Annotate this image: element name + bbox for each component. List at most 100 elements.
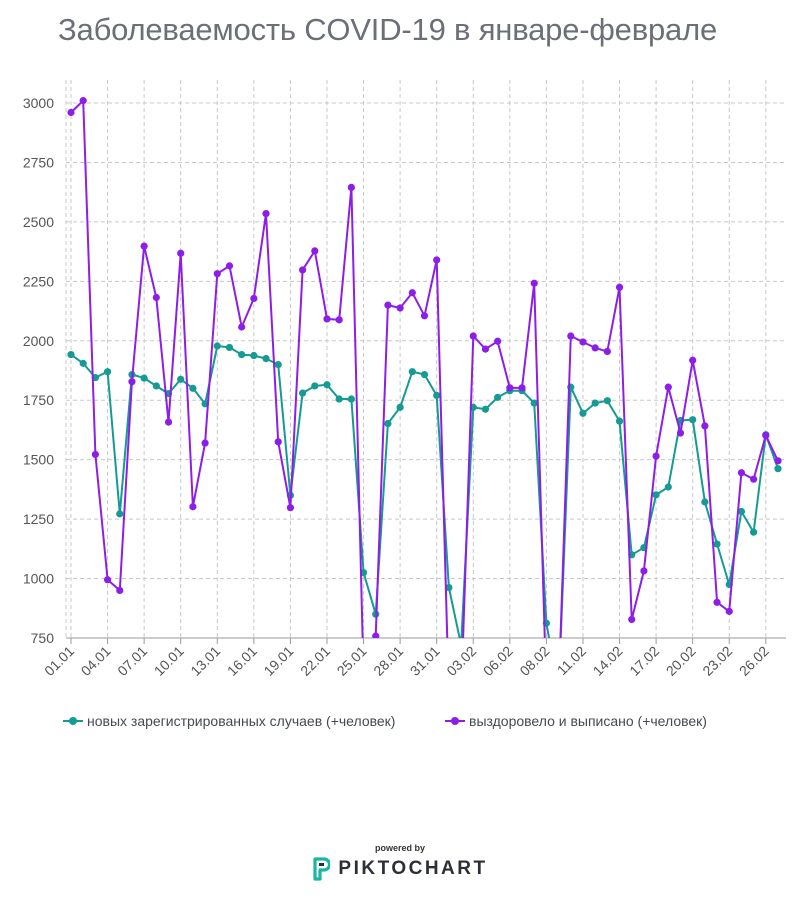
data-point[interactable] [201, 439, 209, 447]
data-point[interactable] [664, 383, 672, 391]
data-point[interactable] [689, 356, 697, 364]
data-point[interactable] [335, 395, 343, 403]
data-point[interactable] [567, 332, 575, 340]
data-point[interactable] [530, 399, 538, 407]
data-point[interactable] [213, 342, 221, 350]
piktochart-brand[interactable]: PIKTOCHART [0, 857, 800, 881]
data-point[interactable] [140, 242, 148, 250]
data-point[interactable] [140, 374, 148, 382]
data-point[interactable] [615, 283, 624, 291]
data-point[interactable] [774, 457, 782, 465]
data-point[interactable] [701, 422, 709, 430]
data-point[interactable] [737, 469, 746, 477]
data-point[interactable] [225, 262, 234, 270]
data-point[interactable] [213, 270, 221, 278]
data-point[interactable] [67, 350, 75, 359]
data-point[interactable] [189, 503, 197, 511]
data-point[interactable] [774, 465, 782, 473]
data-point[interactable] [652, 452, 660, 460]
data-point[interactable] [713, 540, 721, 548]
data-point[interactable] [543, 689, 550, 696]
data-point[interactable] [311, 382, 319, 390]
data-point[interactable] [177, 249, 185, 257]
data-point[interactable] [494, 337, 502, 345]
data-point[interactable] [408, 368, 416, 376]
data-point[interactable] [579, 338, 587, 346]
data-point[interactable] [323, 315, 331, 323]
data-point[interactable] [299, 389, 307, 397]
data-point[interactable] [445, 694, 452, 701]
data-point[interactable] [128, 378, 136, 386]
data-point[interactable] [579, 409, 587, 417]
data-point[interactable] [152, 293, 160, 302]
data-point[interactable] [628, 615, 636, 624]
data-point[interactable] [384, 419, 392, 428]
data-point[interactable] [433, 391, 441, 400]
data-point[interactable] [67, 108, 75, 117]
data-point[interactable] [762, 431, 770, 440]
data-point[interactable] [652, 491, 660, 499]
data-point[interactable] [250, 294, 258, 303]
data-point[interactable] [481, 405, 490, 413]
data-point[interactable] [396, 304, 404, 312]
data-point[interactable] [103, 368, 112, 376]
data-point[interactable] [408, 289, 416, 297]
data-point[interactable] [250, 351, 258, 360]
data-point[interactable] [323, 381, 331, 389]
data-point[interactable] [79, 359, 87, 367]
data-point[interactable] [701, 498, 709, 506]
data-point[interactable] [238, 350, 246, 359]
data-point[interactable] [494, 393, 502, 401]
data-point[interactable] [286, 504, 295, 512]
data-point[interactable] [676, 429, 685, 437]
data-point[interactable] [177, 375, 185, 383]
data-point[interactable] [189, 384, 197, 392]
data-point[interactable] [420, 312, 429, 320]
data-point[interactable] [311, 247, 319, 255]
data-point[interactable] [274, 438, 282, 446]
data-point[interactable] [750, 528, 758, 536]
data-point[interactable] [103, 576, 112, 584]
data-point[interactable] [262, 209, 270, 218]
data-point[interactable] [152, 382, 160, 390]
data-point[interactable] [274, 360, 282, 369]
data-point[interactable] [737, 507, 746, 516]
data-point[interactable] [347, 183, 355, 192]
data-point[interactable] [725, 607, 733, 615]
data-point[interactable] [518, 384, 526, 392]
data-point[interactable] [262, 355, 270, 363]
data-point[interactable] [457, 694, 464, 701]
data-point[interactable] [360, 675, 367, 682]
data-point[interactable] [555, 689, 562, 696]
data-point[interactable] [420, 370, 429, 379]
data-point[interactable] [79, 97, 87, 105]
data-point[interactable] [238, 323, 246, 331]
data-point[interactable] [750, 475, 758, 483]
data-point[interactable] [664, 483, 672, 491]
data-point[interactable] [116, 510, 124, 518]
data-point[interactable] [689, 416, 697, 424]
data-point[interactable] [481, 345, 490, 353]
data-point[interactable] [335, 316, 343, 324]
data-point[interactable] [640, 567, 648, 575]
data-point[interactable] [225, 343, 234, 352]
data-point[interactable] [530, 279, 538, 287]
data-point[interactable] [372, 632, 380, 639]
data-point[interactable] [591, 344, 599, 352]
data-point[interactable] [384, 301, 392, 309]
data-point[interactable] [396, 403, 404, 411]
data-point[interactable] [164, 418, 173, 426]
data-point[interactable] [299, 266, 307, 274]
data-point[interactable] [347, 395, 355, 403]
data-point[interactable] [615, 417, 624, 425]
data-point[interactable] [433, 256, 441, 264]
data-point[interactable] [555, 687, 562, 694]
data-point[interactable] [445, 583, 453, 592]
data-point[interactable] [603, 397, 611, 405]
data-point[interactable] [603, 347, 611, 356]
data-point[interactable] [116, 586, 124, 595]
data-point[interactable] [713, 598, 721, 606]
data-point[interactable] [506, 384, 514, 392]
data-point[interactable] [591, 399, 599, 407]
data-point[interactable] [91, 450, 99, 459]
